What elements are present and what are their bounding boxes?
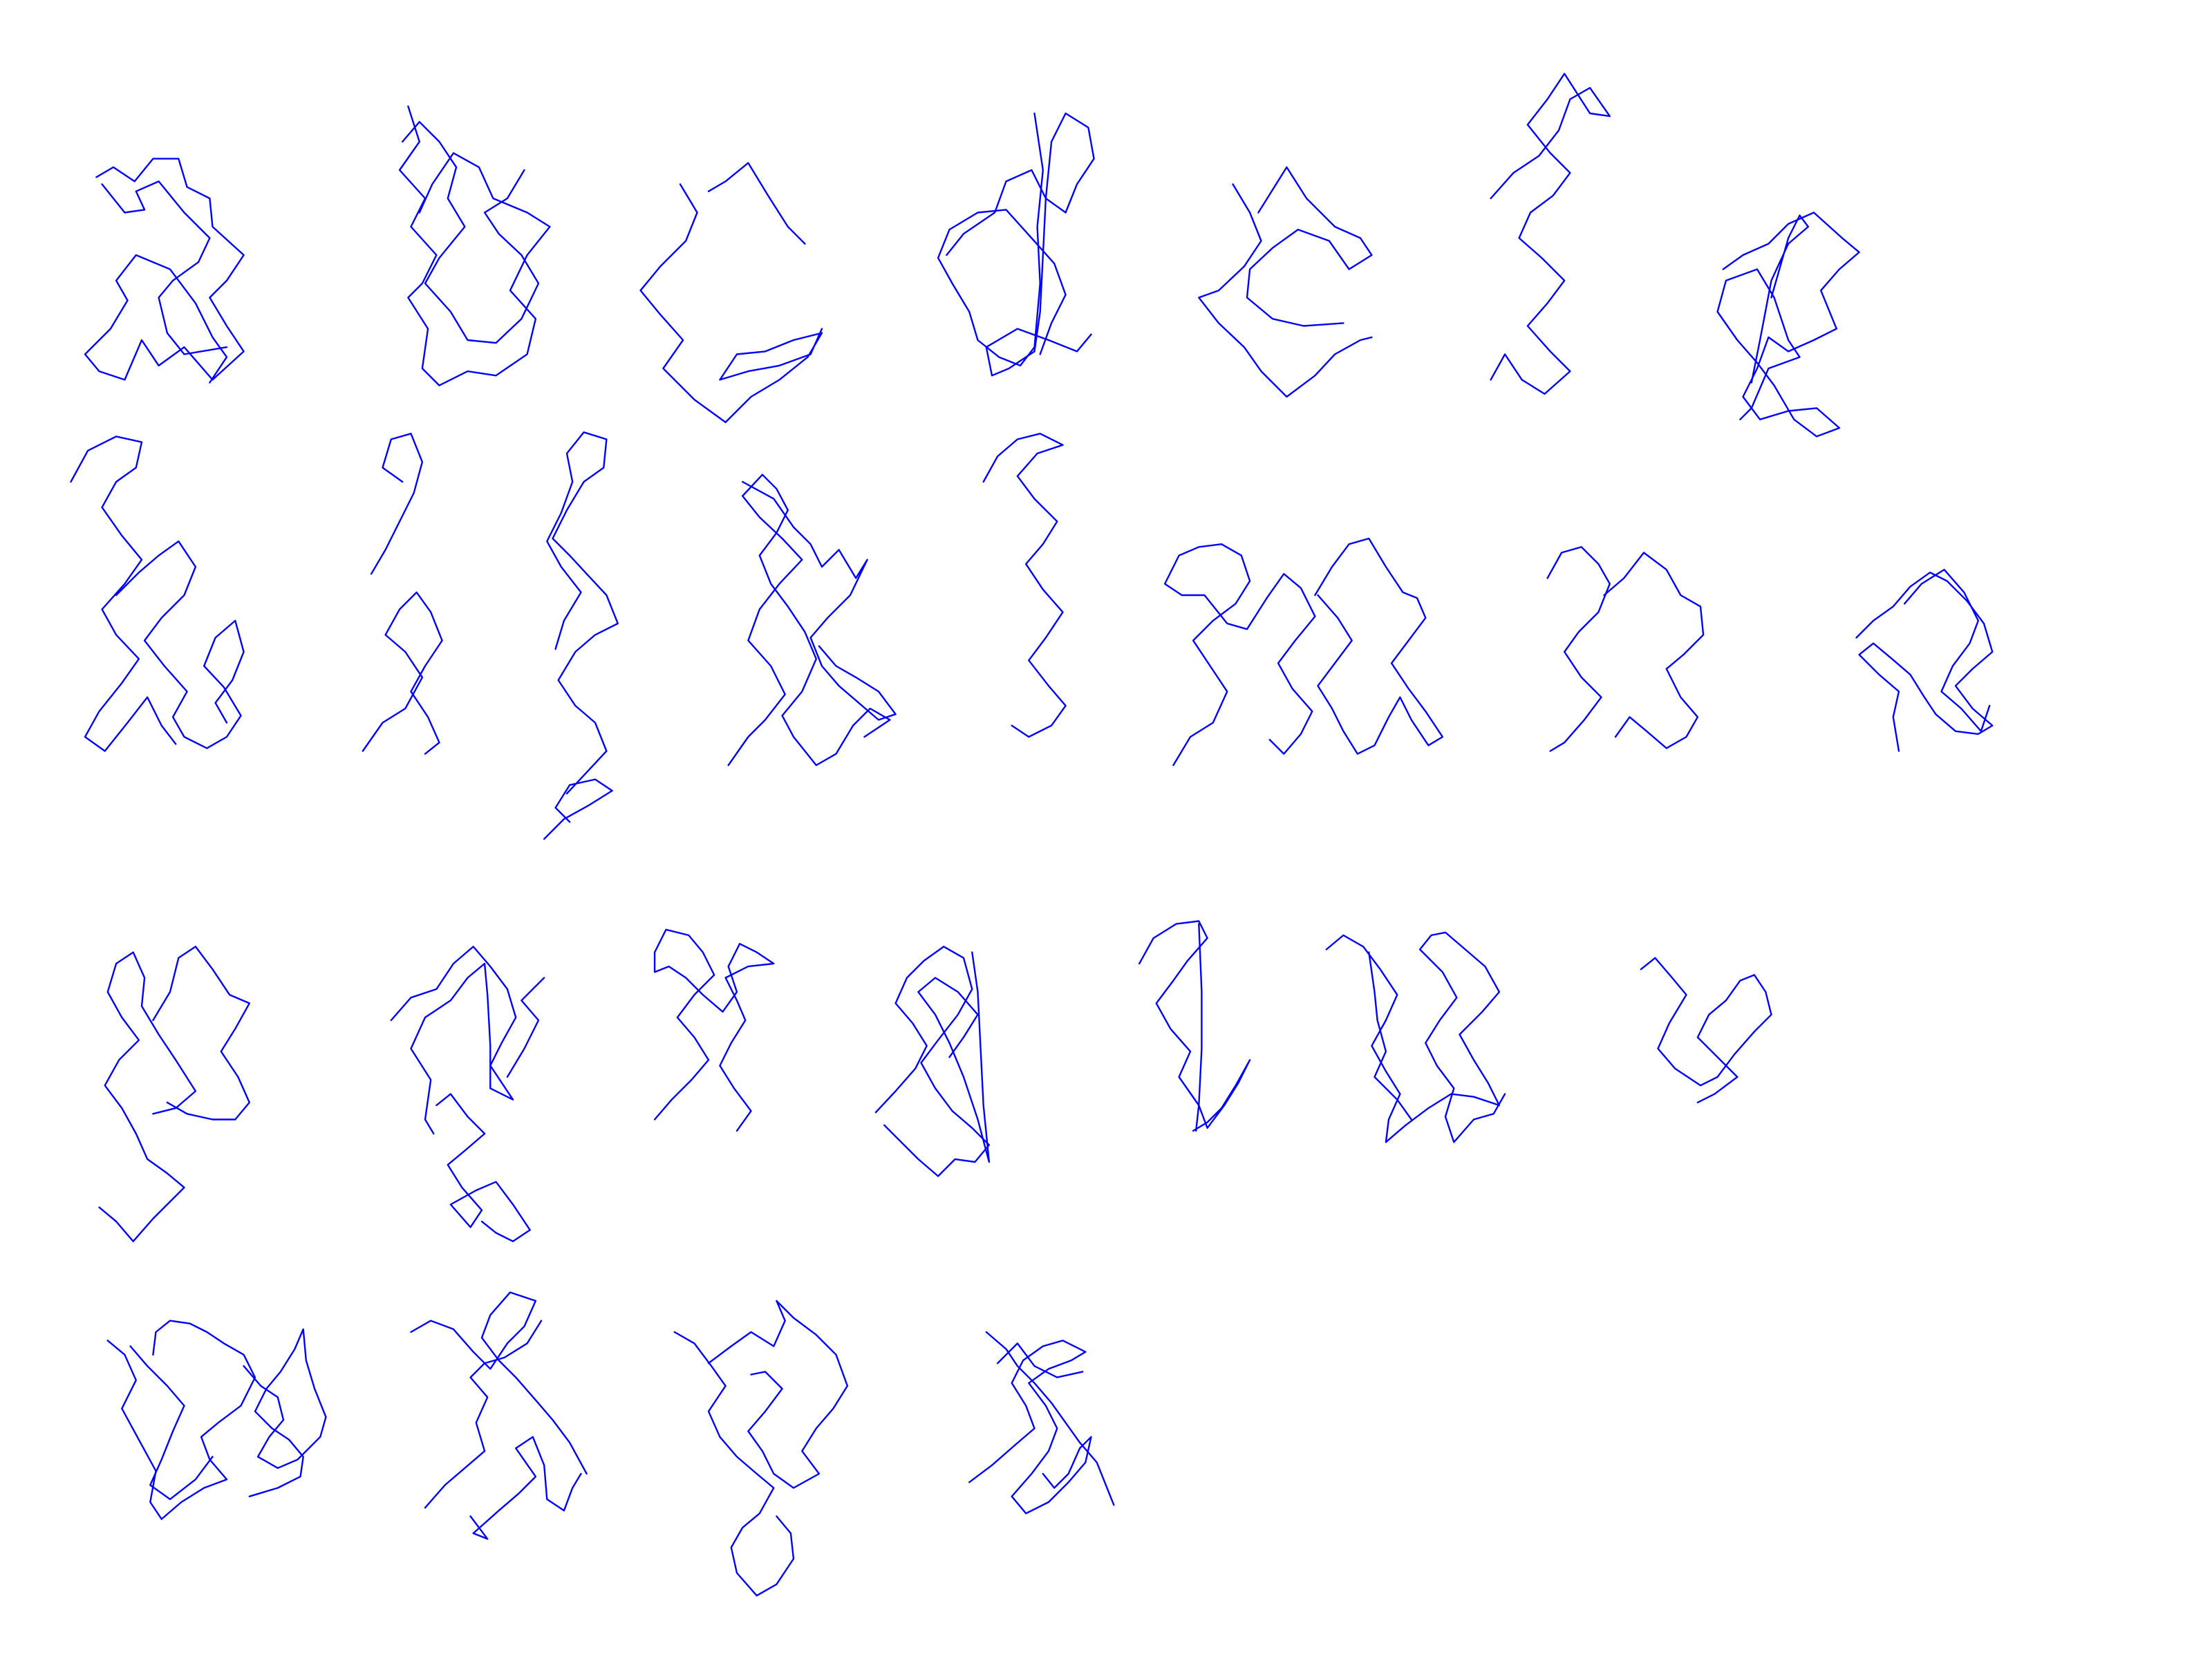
handwritten-stroke-row-1-5 bbox=[639, 183, 823, 424]
handwritten-stroke-row-4-49 bbox=[707, 1300, 849, 1489]
handwritten-stroke-row-3-35 bbox=[874, 946, 991, 1177]
handwritten-stroke-row-2-17 bbox=[370, 433, 424, 575]
handwritten-stroke-row-3-41 bbox=[1640, 957, 1772, 1104]
handwritten-stroke-row-3-29 bbox=[98, 951, 197, 1242]
handwritten-stroke-row-4-46 bbox=[424, 1320, 543, 1509]
handwritten-stroke-row-2-15 bbox=[115, 540, 245, 749]
handwritten-stroke-row-1-10 bbox=[1246, 166, 1373, 327]
handwritten-stroke-row-2-25 bbox=[1546, 546, 1611, 752]
handwritten-stroke-row-1-3 bbox=[398, 105, 551, 386]
handwritten-stroke-row-2-14 bbox=[70, 435, 177, 752]
glyph-layer bbox=[70, 73, 1994, 1597]
handwritten-stroke-row-2-22 bbox=[982, 433, 1067, 738]
handwritten-stroke-row-2-27 bbox=[1855, 572, 1994, 752]
handwritten-stroke-row-2-19 bbox=[546, 431, 619, 795]
handwritten-stroke-row-1-8 bbox=[937, 112, 1067, 367]
handwritten-stroke-row-3-36 bbox=[917, 951, 991, 1163]
handwritten-stroke-row-3-40 bbox=[1368, 951, 1412, 1121]
handwritten-stroke-row-4-51 bbox=[968, 1340, 1092, 1515]
handwritten-stroke-row-2-28 bbox=[1904, 568, 1991, 732]
handwritten-stroke-row-4-52 bbox=[997, 1342, 1084, 1378]
handwritten-stroke-row-4-43 bbox=[129, 1345, 214, 1501]
handwritten-stroke-row-3-39 bbox=[1325, 931, 1506, 1143]
handwritten-stroke-row-3-32 bbox=[435, 1093, 531, 1242]
handwritten-stroke-row-4-50 bbox=[985, 1331, 1115, 1506]
handwritten-stroke-row-1-12 bbox=[1716, 212, 1860, 438]
handwritten-stroke-row-2-24 bbox=[1314, 537, 1444, 755]
handwritten-stroke-row-4-44 bbox=[243, 1328, 327, 1497]
handwritten-stroke-row-3-37 bbox=[1138, 920, 1251, 1132]
handwritten-stroke-row-4-48 bbox=[673, 1331, 795, 1597]
handwritten-stroke-row-1-11 bbox=[1490, 73, 1611, 395]
handwritten-stroke-row-1-2 bbox=[101, 180, 228, 355]
handwritten-stroke-row-1-13 bbox=[1750, 214, 1809, 384]
handwritten-stroke-row-4-47 bbox=[469, 1436, 582, 1540]
handwritten-stroke-row-3-38 bbox=[1195, 923, 1203, 1132]
handwritten-stroke-row-2-20 bbox=[727, 474, 891, 767]
handwritten-stroke-row-1-7 bbox=[946, 112, 1095, 377]
handwritten-stroke-row-3-33 bbox=[506, 977, 545, 1078]
handwritten-stroke-row-4-45 bbox=[410, 1291, 588, 1475]
handwritten-stroke-row-2-23 bbox=[1163, 543, 1316, 767]
handwritten-stroke-row-1-9 bbox=[1198, 183, 1373, 398]
handwritten-stroke-row-3-34 bbox=[653, 928, 775, 1132]
handwritten-stroke-row-2-18 bbox=[543, 778, 613, 840]
handwritten-stroke-row-1-4 bbox=[402, 121, 540, 344]
handwritten-stroke-row-2-26 bbox=[1603, 552, 1705, 749]
handwritten-stroke-row-1-6 bbox=[707, 162, 806, 245]
handwritten-stroke-row-2-16 bbox=[362, 591, 443, 755]
handwritten-stroke-row-1-1 bbox=[84, 158, 245, 384]
handwritten-stroke-row-2-21 bbox=[742, 480, 897, 721]
handwritten-stroke-row-3-31 bbox=[390, 946, 517, 1135]
handwritten-stroke-row-3-30 bbox=[152, 946, 250, 1121]
